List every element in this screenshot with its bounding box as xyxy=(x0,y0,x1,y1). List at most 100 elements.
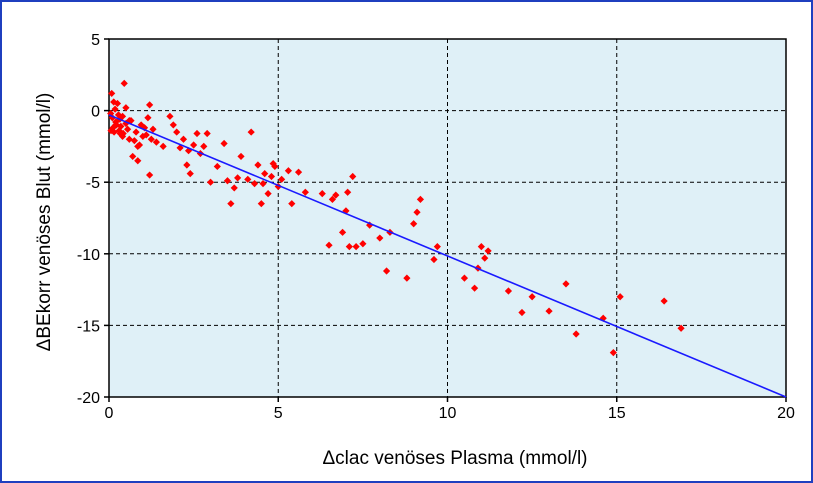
data-point xyxy=(190,141,198,149)
data-point xyxy=(677,324,685,332)
data-point xyxy=(206,178,215,186)
data-point xyxy=(430,255,438,264)
data-point xyxy=(125,135,133,143)
data-point xyxy=(118,112,127,120)
data-point xyxy=(144,114,152,122)
data-point xyxy=(130,137,138,145)
data-point xyxy=(116,129,124,138)
data-point xyxy=(173,128,181,136)
data-point xyxy=(259,180,267,188)
y-tick-label: 0 xyxy=(91,104,100,121)
data-point xyxy=(193,129,201,138)
data-point xyxy=(220,139,228,148)
data-point xyxy=(410,220,418,228)
data-point xyxy=(250,180,259,188)
data-point xyxy=(107,127,115,135)
data-point xyxy=(112,121,120,129)
data-point xyxy=(349,172,357,181)
data-point xyxy=(234,174,242,182)
data-point xyxy=(134,157,142,165)
data-point xyxy=(318,190,326,198)
data-point xyxy=(115,127,123,135)
y-tick-label: -15 xyxy=(77,318,100,335)
data-point xyxy=(271,162,279,171)
data-point xyxy=(152,138,160,146)
data-point xyxy=(545,307,553,315)
gridlines xyxy=(109,39,786,397)
data-point xyxy=(213,162,221,171)
data-point xyxy=(301,188,309,196)
y-tick-label: 5 xyxy=(91,32,100,49)
y-axis-ticks: 5 0 -5 -10 -15 -20 xyxy=(77,32,109,407)
data-points xyxy=(107,79,685,357)
data-point xyxy=(288,200,296,208)
data-point xyxy=(159,142,167,150)
data-point xyxy=(223,177,232,185)
y-tick-label: -20 xyxy=(77,390,100,407)
x-axis-ticks: 0 5 10 15 20 xyxy=(105,397,795,422)
data-point xyxy=(460,274,469,282)
data-point xyxy=(261,170,269,178)
regression-line xyxy=(108,114,787,398)
data-point xyxy=(267,172,276,181)
data-point xyxy=(124,125,132,133)
data-point xyxy=(477,243,485,251)
data-point xyxy=(572,330,580,338)
data-point xyxy=(481,254,489,262)
data-point xyxy=(149,125,157,133)
data-point xyxy=(562,280,570,288)
data-point xyxy=(342,207,350,215)
data-point xyxy=(528,293,536,301)
data-point xyxy=(230,184,238,192)
x-axis-title: Δclac venöses Plasma (mmol/l) xyxy=(322,448,587,469)
data-point xyxy=(111,105,119,113)
data-point xyxy=(247,128,255,136)
data-point xyxy=(169,121,177,129)
data-point xyxy=(416,195,425,203)
data-point xyxy=(120,79,128,87)
data-point xyxy=(332,191,340,199)
data-point xyxy=(142,131,150,139)
data-point xyxy=(518,308,526,317)
data-point xyxy=(237,152,245,161)
data-point xyxy=(200,142,208,150)
data-point xyxy=(413,208,421,216)
data-point xyxy=(382,267,391,275)
data-point xyxy=(257,200,265,208)
data-point xyxy=(338,228,347,236)
data-point xyxy=(203,129,211,138)
y-tick-label: -10 xyxy=(77,247,100,264)
data-point xyxy=(117,122,125,130)
data-point xyxy=(433,243,441,251)
x-tick-label: 20 xyxy=(777,405,795,422)
data-point xyxy=(227,200,235,208)
data-point xyxy=(108,89,116,98)
data-point xyxy=(470,284,479,292)
x-tick-label: 10 xyxy=(439,405,457,422)
data-point xyxy=(599,314,607,322)
y-axis-title: ΔBEkorr venöses Blut (mmol/l) xyxy=(34,93,55,352)
data-point xyxy=(244,175,252,183)
data-point xyxy=(146,171,154,179)
x-tick-label: 15 xyxy=(608,405,626,422)
data-point xyxy=(344,188,352,196)
data-point xyxy=(129,152,137,161)
data-point xyxy=(269,159,277,168)
data-point xyxy=(132,128,140,136)
data-point xyxy=(254,161,262,169)
data-point xyxy=(186,170,194,178)
data-point xyxy=(146,101,154,109)
x-tick-label: 5 xyxy=(274,405,283,422)
data-point xyxy=(179,135,188,143)
data-point xyxy=(284,167,293,175)
data-point xyxy=(484,247,492,255)
data-point xyxy=(118,132,127,140)
data-point xyxy=(359,240,367,248)
data-point xyxy=(660,297,668,305)
data-point xyxy=(352,243,360,251)
data-point xyxy=(403,274,411,282)
data-point xyxy=(294,168,303,176)
data-point xyxy=(278,175,286,183)
data-point xyxy=(134,142,142,150)
